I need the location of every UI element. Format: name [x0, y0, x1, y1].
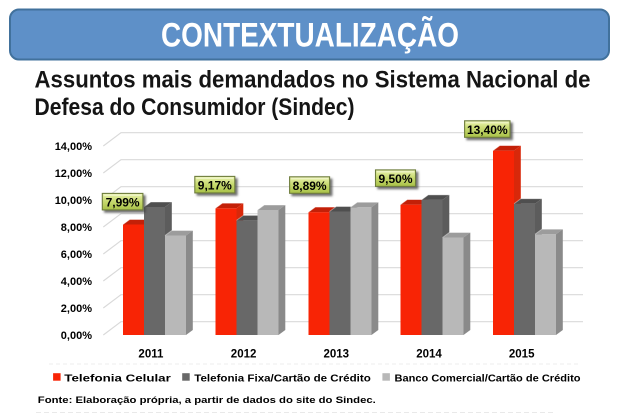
svg-text:2015: 2015: [509, 349, 535, 361]
svg-text:8,89%: 8,89%: [293, 179, 327, 193]
svg-text:2013: 2013: [324, 349, 350, 361]
svg-text:2014: 2014: [416, 349, 442, 361]
svg-text:0,00%: 0,00%: [61, 330, 92, 342]
svg-text:9,50%: 9,50%: [378, 172, 412, 186]
svg-text:12,00%: 12,00%: [55, 168, 93, 180]
svg-text:4,00%: 4,00%: [61, 276, 92, 288]
svg-text:Assuntos mais demandados no Si: Assuntos mais demandados no Sistema Naci…: [35, 67, 591, 94]
svg-text:2011: 2011: [138, 349, 164, 361]
svg-text:14,00%: 14,00%: [55, 141, 93, 153]
svg-text:9,17%: 9,17%: [198, 178, 232, 192]
svg-text:6,00%: 6,00%: [61, 249, 92, 261]
svg-text:7,99%: 7,99%: [106, 195, 140, 209]
svg-text:2012: 2012: [231, 349, 257, 361]
svg-text:CONTEXTUALIZAÇÃO: CONTEXTUALIZAÇÃO: [161, 17, 459, 55]
svg-text:Telefonia Celular: Telefonia Celular: [64, 373, 171, 385]
svg-text:2,00%: 2,00%: [61, 303, 92, 315]
svg-text:13,40%: 13,40%: [467, 123, 508, 137]
svg-text:Fonte: Elaboração própria, a p: Fonte: Elaboração própria, a partir de d…: [38, 395, 376, 406]
svg-text:10,00%: 10,00%: [55, 195, 93, 207]
svg-text:Telefonia Fixa/Cartão de Crédi: Telefonia Fixa/Cartão de Crédito: [194, 373, 370, 385]
svg-text:Defesa do Consumidor (Sindec): Defesa do Consumidor (Sindec): [35, 94, 355, 121]
svg-text:8,00%: 8,00%: [61, 222, 92, 234]
svg-text:Banco Comercial/Cartão de Créd: Banco Comercial/Cartão de Crédito: [395, 373, 581, 385]
